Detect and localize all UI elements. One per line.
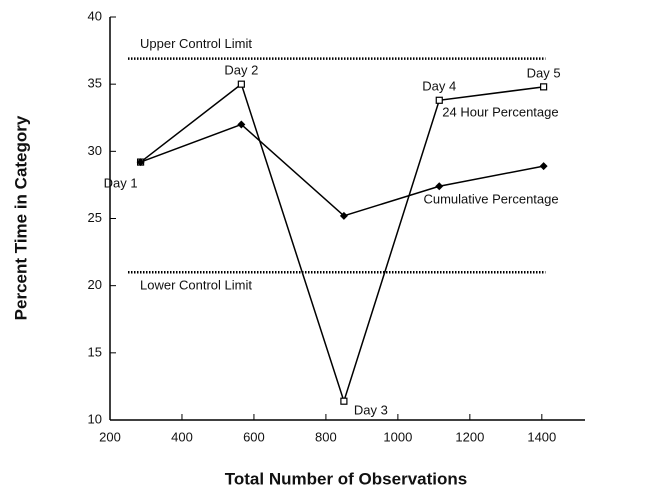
x-tick-label: 200 — [99, 429, 121, 444]
series-label: Cumulative Percentage — [423, 192, 558, 207]
y-tick-label: 15 — [88, 344, 102, 359]
x-tick-label: 1000 — [383, 429, 412, 444]
y-tick-label: 30 — [88, 143, 102, 158]
series-label: 24 Hour Percentage — [442, 104, 558, 119]
y-tick-label: 10 — [88, 411, 102, 426]
y-tick-label: 40 — [88, 8, 102, 23]
point — [237, 80, 245, 88]
x-tick-label: 400 — [171, 429, 193, 444]
control-limit-label: Upper Control Limit — [140, 36, 252, 51]
point — [435, 182, 444, 191]
point — [136, 158, 145, 167]
y-tick-label: 20 — [88, 277, 102, 292]
x-tick-label: 1400 — [527, 429, 556, 444]
point — [435, 96, 443, 104]
x-tick-label: 600 — [243, 429, 265, 444]
point-label: Day 4 — [422, 79, 456, 94]
point — [540, 83, 548, 91]
point — [339, 211, 348, 220]
point-label: Day 1 — [104, 176, 138, 191]
control-limit-label: Lower Control Limit — [140, 278, 252, 293]
point-label: Day 2 — [224, 63, 258, 78]
x-tick-label: 800 — [315, 429, 337, 444]
x-axis-title: Total Number of Observations — [225, 469, 467, 488]
x-tick-label: 1200 — [455, 429, 484, 444]
y-axis-title: Percent Time in Category — [11, 115, 30, 320]
point — [539, 162, 548, 171]
series-line — [140, 82, 544, 404]
point-label: Day 5 — [527, 65, 561, 80]
point — [340, 397, 348, 405]
y-tick-label: 35 — [88, 76, 102, 91]
point-label: Day 3 — [354, 403, 388, 418]
point — [237, 120, 246, 129]
y-tick-label: 25 — [88, 210, 102, 225]
